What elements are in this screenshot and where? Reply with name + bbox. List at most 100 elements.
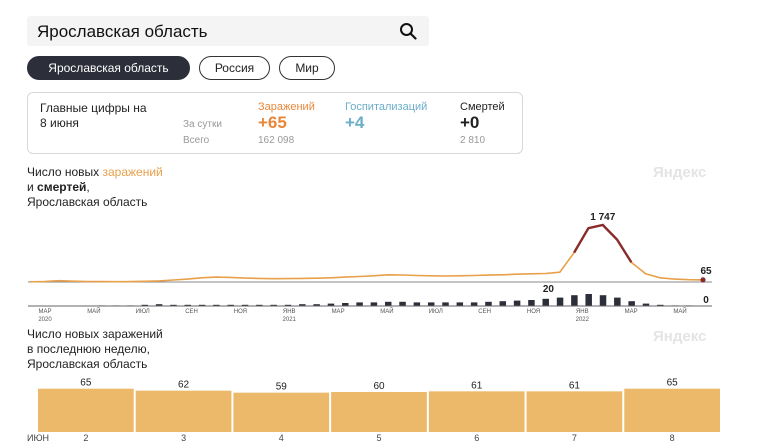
row-label-total: Всего: [183, 135, 210, 146]
tab-world[interactable]: Мир: [279, 56, 335, 80]
deaths-series: [28, 294, 712, 307]
deaths-bar: [513, 300, 521, 306]
search-input[interactable]: Ярославская область: [37, 22, 208, 41]
weekly-bar: [38, 388, 134, 432]
deaths-total: 2 810: [460, 135, 486, 146]
weekly-bar: [331, 392, 427, 432]
deaths-label: Смертей: [460, 101, 505, 113]
chart1-tick-label: ЯНВ: [576, 309, 589, 315]
weekly-bar: [135, 390, 232, 432]
weekly-bar: [233, 392, 330, 432]
weekly-bar-day: 2: [83, 433, 88, 443]
deaths-bar: [442, 302, 449, 306]
deaths-bar: [356, 302, 363, 306]
deaths-bar: [284, 304, 292, 306]
cases-peak-label: 1 747: [590, 212, 615, 223]
weekly-bar-day: 3: [181, 433, 186, 443]
chart1-tick-year: 2020: [38, 317, 52, 323]
chart1-tick-label: МАЙ: [87, 307, 100, 315]
deaths-bar: [299, 304, 306, 306]
cases-last-point: [700, 277, 706, 283]
summary-title: Главные цифры на 8 июня: [40, 101, 147, 130]
deaths-bar: [413, 302, 421, 306]
deaths-bar: [241, 304, 249, 306]
chart1-tick-label: ИЮЛ: [429, 309, 443, 315]
weekly-bar-value: 65: [667, 378, 679, 389]
deaths-bar: [642, 303, 650, 306]
deaths-bar: [184, 304, 192, 306]
chart1-tick-label: МАЙ: [673, 307, 686, 315]
weekly-bar-day: 7: [572, 433, 577, 443]
infections-total: 162 098: [258, 135, 295, 146]
hospital-today: +4: [345, 113, 365, 132]
weekly-bars: 65 2 62 3 59 4 60 5 61 6 61 7 65 8: [38, 378, 720, 443]
deaths-last-label: 0: [703, 295, 709, 306]
deaths-bar: [599, 295, 607, 306]
infections-label: Заражений: [258, 101, 315, 113]
chart1-tick-label: НОЯ: [527, 309, 540, 315]
cases-series-line: [29, 224, 704, 283]
deaths-bar: [528, 300, 535, 306]
deaths-bar: [556, 297, 564, 306]
weekly-bar: [624, 388, 720, 432]
weekly-bar-day: 4: [279, 433, 284, 443]
chart1-tick-label: ЯНВ: [283, 309, 296, 315]
deaths-bar: [499, 301, 507, 306]
weekly-bar-day: 5: [376, 433, 381, 443]
weekly-bar-value: 59: [276, 382, 288, 393]
weekly-bar-value: 61: [471, 380, 483, 391]
deaths-bar: [141, 304, 149, 306]
deaths-bar: [470, 302, 478, 306]
hospital-label: Госпитализаций: [345, 101, 428, 113]
chart1-tick-label: СЕН: [185, 309, 198, 315]
cases-last-label: 65: [700, 266, 712, 277]
weekly-bar-value: 62: [178, 380, 190, 391]
chart1-tick-label: МАЙ: [380, 307, 393, 315]
deaths-bar: [198, 304, 206, 306]
chart1-tick-label: МАР: [625, 309, 638, 315]
tab-yaroslavl[interactable]: Ярославская область: [27, 56, 190, 80]
weekly-bar-day: 8: [670, 433, 675, 443]
deaths-bar: [456, 302, 464, 306]
weekly-cases-chart: 65 2 62 3 59 4 60 5 61 6 61 7 65 8 ИЮН: [27, 378, 720, 443]
deaths-today: +0: [460, 113, 480, 132]
deaths-bar: [256, 304, 263, 306]
deaths-bar: [571, 295, 578, 306]
row-label-day: За сутки: [183, 119, 222, 130]
deaths-bar: [342, 303, 349, 306]
chart1-x-ticks: МАР 2020 МАЙ ИЮЛ СЕН НОЯ ЯНВ 2021 МАР МАЙ ИЮЛ СЕН НО…: [38, 307, 686, 323]
chart2-title: Число новых заражений в последнюю неделю…: [27, 327, 163, 371]
search-bar[interactable]: Ярославская область: [27, 16, 429, 46]
tab-russia[interactable]: Россия: [199, 56, 270, 80]
deaths-bar: [370, 302, 378, 306]
deaths-bar: [585, 294, 592, 306]
deaths-bar: [657, 304, 664, 306]
chart2-month-label: ИЮН: [27, 433, 49, 443]
deaths-bar: [227, 304, 234, 306]
search-icon[interactable]: [399, 22, 417, 40]
chart1-tick-label: ИЮЛ: [136, 309, 150, 315]
deaths-bar: [155, 304, 163, 306]
deaths-bar: [614, 297, 621, 306]
chart1-tick-label: МАР: [332, 309, 345, 315]
weekly-bar-day: 6: [474, 433, 479, 443]
weekly-bar-value: 61: [569, 380, 581, 391]
deaths-bar: [542, 298, 549, 306]
weekly-bar: [428, 391, 525, 432]
deaths-bar: [427, 302, 435, 306]
weekly-bar-value: 65: [80, 378, 92, 389]
deaths-bar: [628, 301, 635, 306]
deaths-bar: [313, 304, 320, 306]
chart1-tick-year: 2021: [283, 317, 297, 323]
deaths-bar: [213, 304, 220, 306]
deaths-bar: [384, 301, 392, 306]
chart1-title: Число новых заражений и смертей, Ярослав…: [27, 165, 163, 209]
chart1-tick-label: НОЯ: [234, 309, 247, 315]
chart1-tick-year: 2022: [576, 317, 590, 323]
cases-deaths-chart: 1 747 65 20 0 МАР 2020 МАЙ ИЮЛ СЕН НОЯ ЯНВ 2021…: [28, 212, 712, 323]
yandex-logo: Яндекс: [653, 164, 707, 181]
summary-card: Главные цифры на 8 июня За сутки Всего З…: [27, 92, 523, 154]
chart1-tick-label: МАР: [38, 309, 51, 315]
deaths-bar: [399, 301, 406, 306]
deaths-bar: [270, 304, 277, 306]
